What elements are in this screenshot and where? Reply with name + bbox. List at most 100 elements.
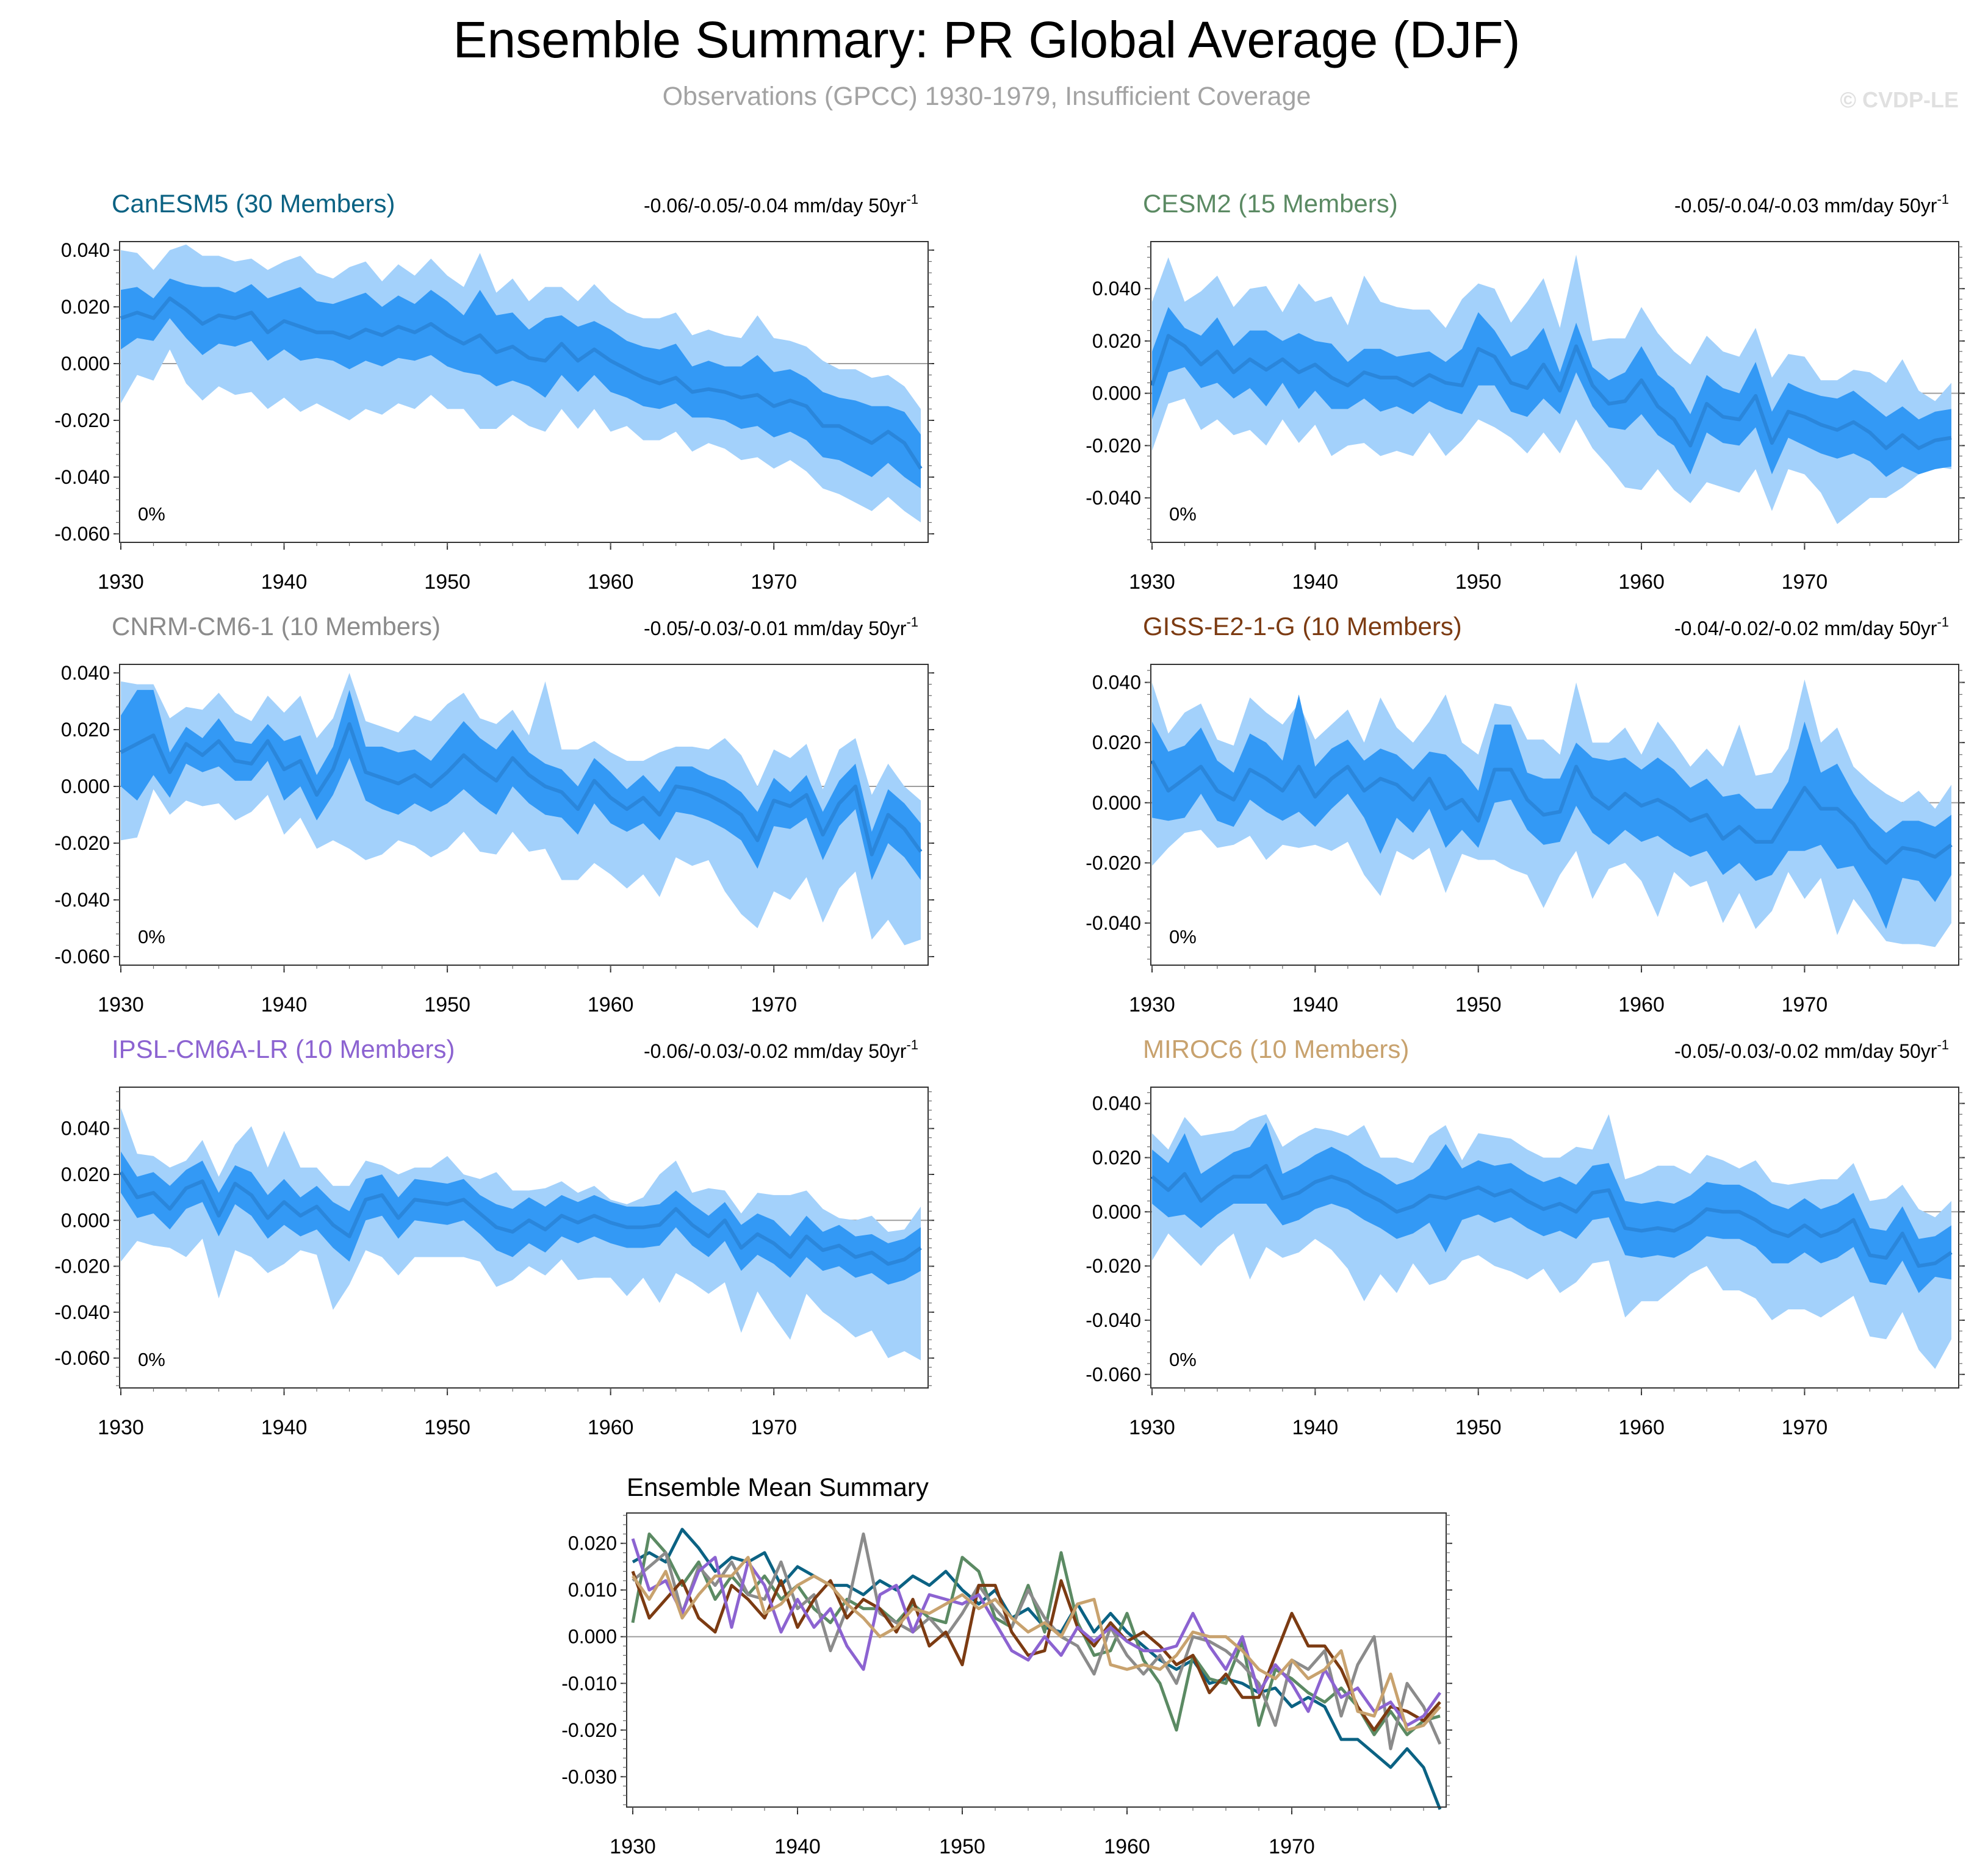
chart-cnrm-cm6-1-10-members: CNRM-CM6-1 (10 Members) -0.05/-0.03/-0.01… — [54, 612, 934, 1016]
percent-label: 0% — [138, 503, 165, 525]
x-tick-label: 1930 — [98, 570, 144, 594]
x-tick-label: 1970 — [1269, 1835, 1315, 1858]
y-tick-label: 0.020 — [61, 296, 110, 318]
x-tick-label: 1970 — [751, 1416, 797, 1439]
y-tick-label: 0.020 — [568, 1533, 617, 1554]
y-tick-label: -0.040 — [1086, 912, 1141, 934]
y-tick-label: 0.000 — [1092, 1201, 1141, 1223]
y-tick-label: -0.040 — [1086, 487, 1141, 509]
y-tick-label: -0.020 — [54, 409, 110, 431]
trend-value: -0.05/-0.03/-0.02 mm/day 50yr — [1674, 1040, 1937, 1062]
y-tick-label: 0.040 — [1092, 1093, 1141, 1115]
y-tick-label: 0.020 — [1092, 731, 1141, 753]
y-tick-label: -0.020 — [1086, 1255, 1141, 1277]
y-tick-label: -0.040 — [54, 1301, 110, 1323]
chart-miroc6-10-members: MIROC6 (10 Members) -0.05/-0.03/-0.02 mm/… — [1086, 1035, 1965, 1439]
x-tick-label: 1960 — [1618, 570, 1665, 594]
y-tick-label: -0.010 — [561, 1672, 617, 1694]
trend-value: -0.06/-0.03/-0.02 mm/day 50yr — [644, 1040, 907, 1062]
panel-title: CNRM-CM6-1 (10 Members) — [112, 612, 441, 641]
chart-ensemble-mean-summary: Ensemble Mean Summary 0.020 0.010 0.000 -0.0… — [561, 1473, 1452, 1858]
x-tick-label: 1970 — [1782, 993, 1828, 1016]
x-tick-label: 1960 — [588, 570, 634, 594]
x-tick-label: 1950 — [1455, 993, 1502, 1016]
y-tick-label: 0.010 — [568, 1579, 617, 1601]
x-tick-label: 1950 — [424, 570, 470, 594]
x-tick-label: 1970 — [751, 570, 797, 594]
trend-unit-exponent: -1 — [906, 614, 918, 630]
x-tick-label: 1950 — [424, 1416, 470, 1439]
x-tick-label: 1940 — [261, 993, 308, 1016]
x-tick-label: 1930 — [1129, 1416, 1175, 1439]
x-tick-label: 1960 — [1618, 993, 1665, 1016]
y-tick-label: -0.020 — [54, 1256, 110, 1278]
chart-giss-e2-1-g-10-members: GISS-E2-1-G (10 Members) -0.04/-0.02/-0.0… — [1086, 612, 1965, 1016]
y-tick-label: -0.030 — [561, 1766, 617, 1788]
y-tick-label: -0.020 — [1086, 434, 1141, 456]
trend-unit-exponent: -1 — [1937, 192, 1949, 207]
x-tick-label: 1940 — [261, 570, 308, 594]
x-tick-label: 1960 — [1104, 1835, 1150, 1858]
watermark: © CVDP-LE — [1840, 87, 1959, 112]
panel-title: Ensemble Mean Summary — [627, 1473, 929, 1501]
series-line-ipsl-cm6a-lr — [631, 1538, 1442, 1727]
x-tick-label: 1930 — [1129, 570, 1175, 594]
y-tick-label: -0.040 — [1086, 1309, 1141, 1331]
x-tick-label: 1970 — [751, 993, 797, 1016]
trend-label: -0.05/-0.04/-0.03 mm/day 50yr-1 — [1674, 192, 1949, 217]
trend-value: -0.05/-0.04/-0.03 mm/day 50yr — [1674, 195, 1937, 217]
panel-title: GISS-E2-1-G (10 Members) — [1143, 612, 1462, 641]
y-tick-label: 0.040 — [1092, 278, 1141, 300]
y-tick-label: -0.020 — [561, 1719, 617, 1741]
trend-label: -0.06/-0.03/-0.02 mm/day 50yr-1 — [644, 1037, 918, 1062]
figure-title: Ensemble Summary: PR Global Average (DJF… — [453, 11, 1520, 68]
x-tick-label: 1950 — [939, 1835, 985, 1858]
trend-unit-exponent: -1 — [906, 1037, 918, 1052]
percent-label: 0% — [1169, 1349, 1197, 1370]
trend-label: -0.05/-0.03/-0.02 mm/day 50yr-1 — [1674, 1037, 1949, 1062]
plot-frame-border — [1150, 241, 1959, 543]
plot-frame-border — [626, 1512, 1447, 1808]
percent-label: 0% — [1169, 503, 1197, 525]
trend-unit-exponent: -1 — [906, 192, 918, 207]
y-tick-label: 0.040 — [61, 239, 110, 261]
series-line-canesm5 — [632, 1528, 1442, 1810]
outer-range-band — [121, 673, 921, 946]
panel-title: MIROC6 (10 Members) — [1143, 1035, 1409, 1063]
y-tick-label: -0.060 — [54, 1347, 110, 1369]
x-tick-label: 1930 — [98, 993, 144, 1016]
ensemble-mean-line — [120, 296, 923, 470]
series-line-cesm2 — [631, 1532, 1441, 1736]
ensemble-mean-line — [120, 722, 923, 857]
plot-frame-border — [119, 241, 929, 543]
percent-label: 0% — [138, 1349, 165, 1370]
plot-frame-border — [1150, 1087, 1959, 1389]
chart-canesm5-30-members: CanESM5 (30 Members) -0.06/-0.05/-0.04 mm… — [54, 189, 934, 594]
percent-label: 0% — [138, 926, 165, 947]
y-tick-label: 0.020 — [1092, 1146, 1141, 1168]
y-tick-label: 0.000 — [1092, 383, 1141, 404]
y-tick-label: 0.020 — [1092, 330, 1141, 352]
plot-frame-border — [119, 664, 929, 966]
percent-label: 0% — [1169, 926, 1197, 947]
y-tick-label: 0.020 — [61, 1163, 110, 1185]
y-tick-label: -0.020 — [54, 832, 110, 854]
plot-frame — [626, 1512, 1447, 1808]
x-tick-label: 1960 — [588, 993, 634, 1016]
trend-unit-exponent: -1 — [1937, 614, 1949, 630]
panel-title: CanESM5 (30 Members) — [112, 189, 395, 218]
trend-value: -0.05/-0.03/-0.01 mm/day 50yr — [644, 617, 907, 639]
y-tick-label: 0.040 — [61, 1118, 110, 1140]
plot-frame-border — [119, 1087, 929, 1389]
trend-label: -0.05/-0.03/-0.01 mm/day 50yr-1 — [644, 614, 918, 639]
panel-title: CESM2 (15 Members) — [1143, 189, 1398, 218]
x-tick-label: 1940 — [1292, 570, 1339, 594]
x-tick-label: 1950 — [424, 993, 470, 1016]
y-tick-label: 0.000 — [61, 775, 110, 797]
trend-value: -0.04/-0.02/-0.02 mm/day 50yr — [1674, 617, 1937, 639]
y-tick-label: -0.040 — [54, 466, 110, 488]
y-tick-label: -0.060 — [54, 946, 110, 968]
y-tick-label: 0.000 — [61, 353, 110, 375]
charts-layer: CanESM5 (30 Members) -0.06/-0.05/-0.04 mm… — [54, 189, 1965, 1858]
